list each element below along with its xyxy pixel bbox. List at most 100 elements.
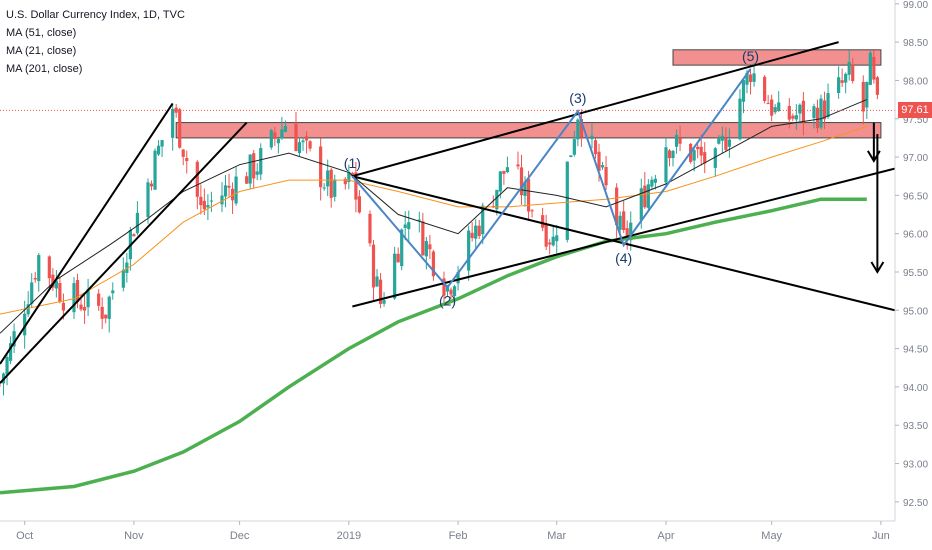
candle-body bbox=[847, 61, 851, 75]
candle-body bbox=[322, 187, 326, 189]
candle-body bbox=[104, 314, 108, 319]
candle-body bbox=[565, 161, 569, 240]
candle-body bbox=[245, 176, 249, 184]
candle-body bbox=[699, 146, 703, 156]
trendline bbox=[0, 102, 174, 365]
candle-body bbox=[653, 178, 657, 183]
y-tick-label: 96.50 bbox=[903, 191, 928, 202]
candle-body bbox=[403, 224, 407, 228]
candle-body bbox=[153, 150, 157, 190]
candle-body bbox=[181, 149, 185, 157]
candle-body bbox=[125, 262, 129, 273]
candle-body bbox=[149, 183, 154, 187]
candle-body bbox=[865, 81, 869, 108]
candle-body bbox=[424, 241, 428, 257]
candle-body bbox=[548, 242, 552, 245]
candle-body bbox=[445, 286, 450, 292]
candle-body bbox=[787, 106, 791, 120]
candle-body bbox=[738, 98, 742, 140]
candle-body bbox=[333, 179, 337, 197]
candle-body bbox=[766, 103, 770, 105]
candle-body bbox=[230, 188, 235, 201]
wave-label: (5) bbox=[742, 48, 759, 64]
candle-body bbox=[544, 223, 548, 247]
x-tick-label: May bbox=[761, 530, 782, 542]
candle-body bbox=[604, 166, 608, 186]
x-tick-label: 2019 bbox=[337, 530, 361, 542]
candle-body bbox=[516, 164, 520, 167]
candle-body bbox=[713, 148, 717, 168]
candle-body bbox=[100, 306, 104, 319]
candle-body bbox=[703, 152, 707, 164]
candle-body bbox=[30, 282, 34, 304]
candle-body bbox=[329, 169, 333, 198]
candle-body bbox=[400, 229, 404, 267]
candle-body bbox=[618, 215, 622, 230]
candle-body bbox=[844, 73, 848, 83]
candle-body bbox=[111, 290, 115, 294]
x-tick-label: Jun bbox=[872, 530, 890, 542]
candle-body bbox=[815, 107, 820, 129]
y-tick-label: 95.00 bbox=[903, 306, 928, 317]
candle-body bbox=[269, 130, 273, 148]
y-tick-label: 98.50 bbox=[903, 38, 928, 49]
candle-body bbox=[794, 115, 798, 120]
candle-body bbox=[523, 181, 527, 196]
candle-body bbox=[801, 100, 805, 123]
trendline bbox=[352, 167, 896, 308]
candle-body bbox=[667, 150, 672, 159]
y-tick-label: 93.50 bbox=[903, 421, 928, 432]
candle-body bbox=[812, 106, 816, 119]
candle-body bbox=[156, 145, 161, 155]
candle-body bbox=[75, 280, 80, 303]
candle-body bbox=[875, 77, 879, 95]
candle-body bbox=[97, 293, 101, 306]
candle-body bbox=[223, 185, 228, 197]
y-tick-label: 95.50 bbox=[903, 268, 928, 279]
wave-path-line bbox=[351, 68, 752, 289]
candle-body bbox=[745, 72, 749, 85]
candle-body bbox=[86, 289, 90, 308]
y-tick-label: 98.00 bbox=[903, 76, 928, 87]
candle-body bbox=[185, 157, 189, 162]
candle-body bbox=[350, 172, 354, 177]
candle-body bbox=[593, 140, 598, 155]
candle-body bbox=[727, 139, 731, 147]
candle-body bbox=[519, 167, 524, 196]
candle-body bbox=[378, 279, 383, 304]
candle-body bbox=[452, 286, 457, 297]
candle-body bbox=[368, 213, 372, 244]
candle-body bbox=[481, 205, 485, 235]
candle-body bbox=[234, 176, 238, 204]
y-tick-label: 96.00 bbox=[903, 230, 928, 241]
candle-body bbox=[273, 132, 277, 139]
candle-body bbox=[347, 171, 351, 182]
ma-line bbox=[0, 197, 867, 495]
candle-body bbox=[301, 140, 305, 143]
candle-body bbox=[276, 138, 280, 144]
x-tick-label: Dec bbox=[230, 530, 250, 542]
candle-body bbox=[763, 76, 767, 101]
candle-body bbox=[456, 272, 460, 284]
candle-body bbox=[861, 81, 865, 112]
trendlines bbox=[0, 41, 896, 384]
candle-body bbox=[868, 52, 872, 85]
candle-body bbox=[23, 313, 27, 336]
candle-body bbox=[643, 185, 647, 208]
candle-body bbox=[202, 200, 206, 210]
candle-body bbox=[470, 232, 474, 239]
candle-body bbox=[58, 283, 62, 303]
projection-arrows bbox=[867, 122, 885, 274]
candle-body bbox=[791, 115, 795, 119]
y-tick-label: 97.00 bbox=[903, 153, 928, 164]
candle-body bbox=[467, 230, 471, 271]
wave-label: (1) bbox=[344, 155, 361, 171]
candle-body bbox=[297, 142, 302, 154]
y-tick-label: 97.50 bbox=[903, 115, 928, 126]
candle-body bbox=[629, 222, 633, 241]
candle-body bbox=[625, 228, 629, 239]
candle-body bbox=[248, 154, 252, 184]
candle-body bbox=[770, 99, 774, 116]
candle-body bbox=[674, 134, 679, 147]
